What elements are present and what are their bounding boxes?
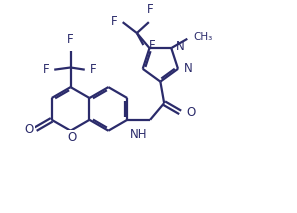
Text: CH₃: CH₃ (193, 32, 213, 42)
Text: N: N (176, 40, 185, 53)
Text: O: O (186, 106, 195, 119)
Text: F: F (149, 39, 156, 52)
Text: F: F (67, 33, 74, 46)
Text: F: F (43, 63, 49, 76)
Text: O: O (67, 131, 76, 144)
Text: F: F (146, 3, 153, 16)
Text: O: O (24, 123, 33, 136)
Text: NH: NH (130, 128, 147, 141)
Text: F: F (90, 63, 96, 76)
Text: N: N (184, 62, 193, 75)
Text: F: F (111, 15, 118, 28)
